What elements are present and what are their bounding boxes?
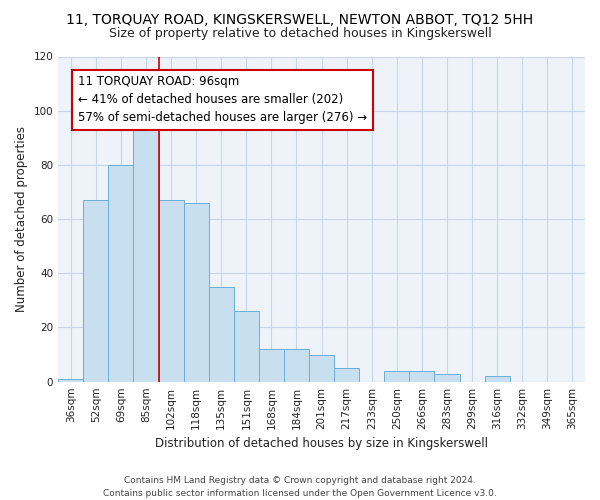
Bar: [334, 368, 359, 382]
Bar: [259, 349, 284, 382]
Bar: [83, 200, 109, 382]
Text: Contains HM Land Registry data © Crown copyright and database right 2024.
Contai: Contains HM Land Registry data © Crown c…: [103, 476, 497, 498]
Bar: [158, 200, 184, 382]
Bar: [434, 374, 460, 382]
Bar: [133, 119, 158, 382]
Bar: [209, 287, 234, 382]
Y-axis label: Number of detached properties: Number of detached properties: [15, 126, 28, 312]
Bar: [109, 165, 133, 382]
Bar: [409, 371, 434, 382]
Bar: [184, 203, 209, 382]
Bar: [385, 371, 409, 382]
Bar: [309, 354, 334, 382]
X-axis label: Distribution of detached houses by size in Kingskerswell: Distribution of detached houses by size …: [155, 437, 488, 450]
Text: Size of property relative to detached houses in Kingskerswell: Size of property relative to detached ho…: [109, 28, 491, 40]
Text: 11 TORQUAY ROAD: 96sqm
← 41% of detached houses are smaller (202)
57% of semi-de: 11 TORQUAY ROAD: 96sqm ← 41% of detached…: [78, 76, 367, 124]
Bar: [284, 349, 309, 382]
Bar: [485, 376, 510, 382]
Bar: [234, 311, 259, 382]
Text: 11, TORQUAY ROAD, KINGSKERSWELL, NEWTON ABBOT, TQ12 5HH: 11, TORQUAY ROAD, KINGSKERSWELL, NEWTON …: [67, 12, 533, 26]
Bar: [58, 379, 83, 382]
